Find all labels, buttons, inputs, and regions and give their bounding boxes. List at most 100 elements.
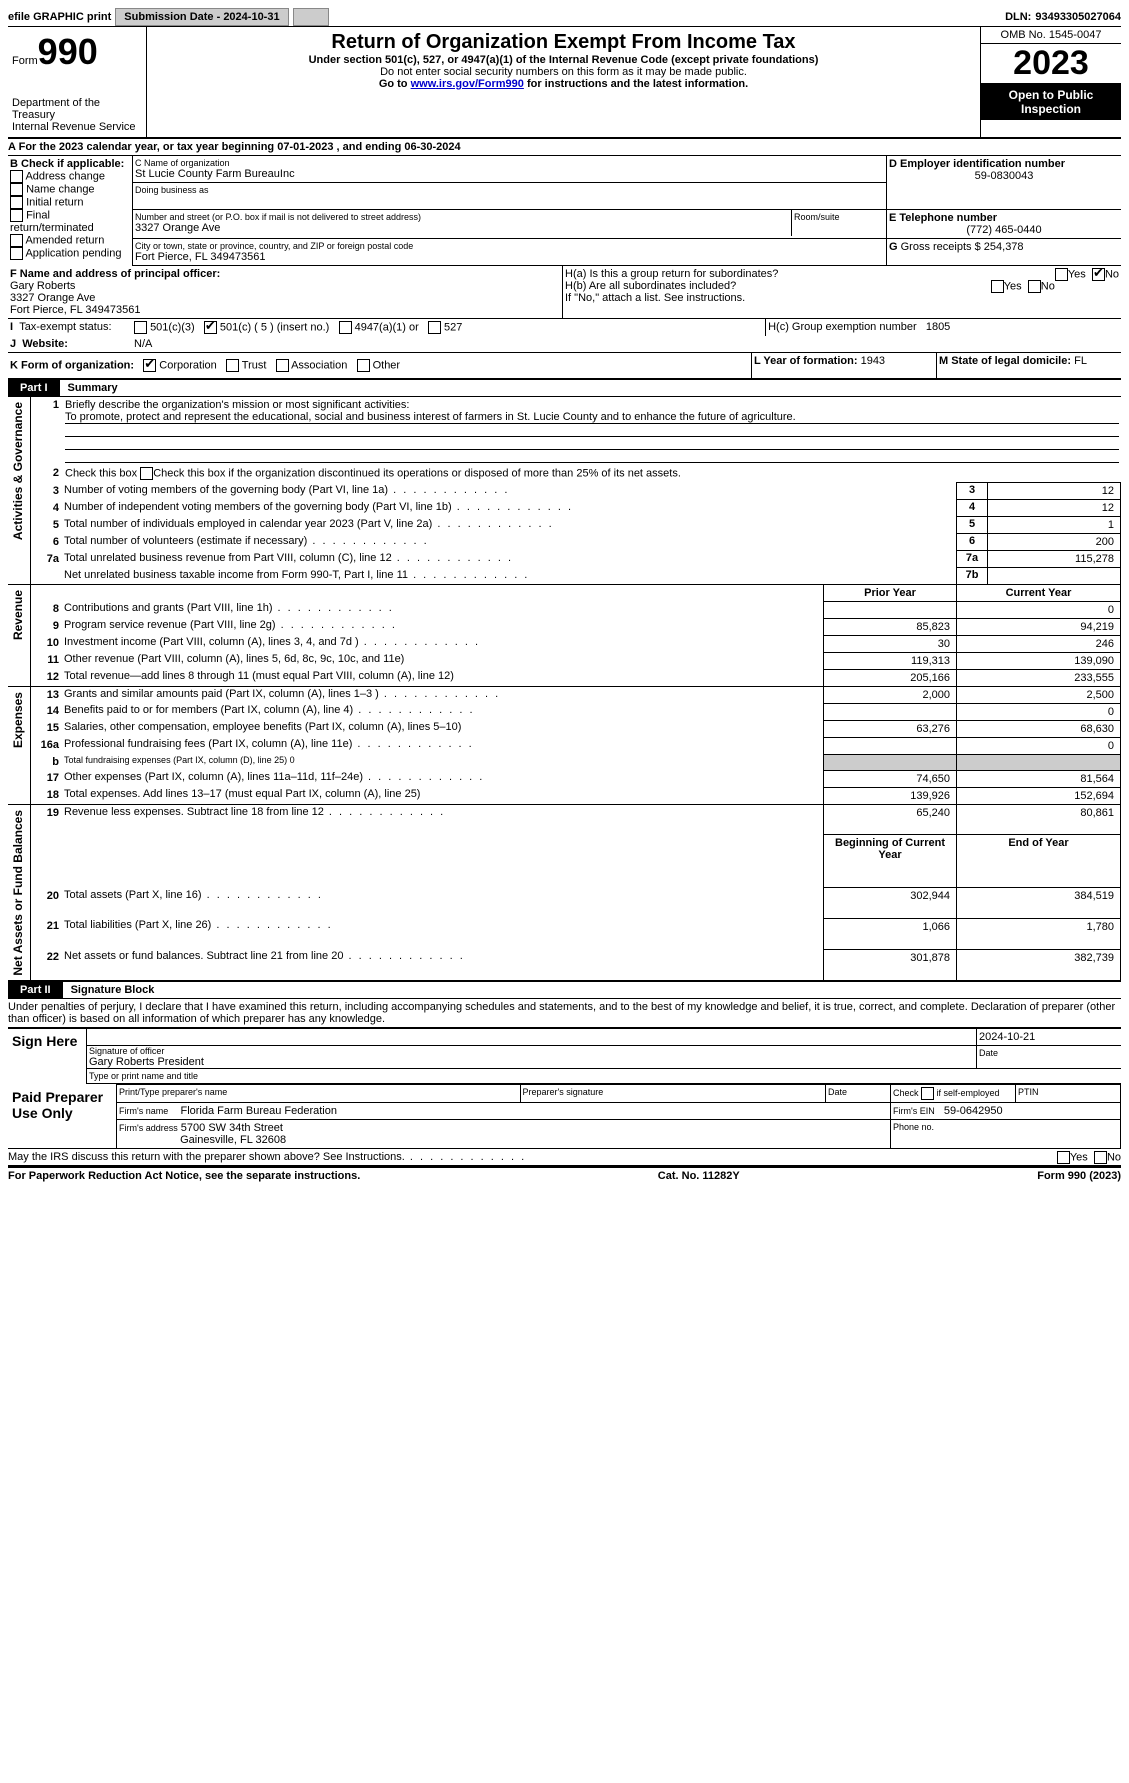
ha-no[interactable]	[1092, 268, 1105, 281]
box-g-label: G	[889, 241, 898, 253]
l21n: 21	[31, 918, 64, 949]
l5n: 5	[31, 517, 64, 534]
yes-label2: Yes	[1004, 280, 1022, 292]
l16bt: Total fundraising expenses (Part IX, col…	[63, 754, 824, 770]
dept-treasury: Department of the Treasury	[12, 97, 142, 121]
box-m-label: M State of legal domicile:	[939, 355, 1071, 367]
ein: 59-0830043	[889, 170, 1119, 182]
l18c: 152,694	[957, 787, 1121, 804]
l18p: 139,926	[824, 787, 957, 804]
other-check[interactable]	[357, 359, 370, 372]
final-return-check[interactable]	[10, 209, 23, 222]
l7bv	[988, 568, 1121, 585]
street-addr: 3327 Orange Ave	[135, 222, 789, 234]
type-print-label: Type or print name and title	[87, 1069, 1122, 1084]
initial-return-check[interactable]	[10, 196, 23, 209]
assoc-check[interactable]	[276, 359, 289, 372]
ptin-label: PTIN	[1016, 1085, 1121, 1103]
l15p: 63,276	[824, 720, 957, 737]
hc-label: H(c) Group exemption number	[768, 321, 917, 333]
l4t: Number of independent voting members of …	[63, 500, 957, 517]
l16an: 16a	[31, 737, 64, 754]
firm-name: Florida Farm Bureau Federation	[180, 1105, 337, 1117]
app-pending-check[interactable]	[10, 247, 23, 260]
hb-yes[interactable]	[991, 280, 1004, 293]
4947-check[interactable]	[339, 321, 352, 334]
initial-return-label: Initial return	[26, 196, 83, 208]
l15n: 15	[31, 720, 64, 737]
501c-check[interactable]	[204, 321, 217, 334]
hb-note: If "No," attach a list. See instructions…	[565, 292, 1119, 304]
goto-pre: Go to	[379, 78, 411, 90]
box-e-label: E Telephone number	[889, 212, 1119, 224]
part-ii-header: Part II Signature Block	[8, 982, 1121, 998]
l20c: 384,519	[957, 888, 1121, 919]
hb-label: H(b) Are all subordinates included?	[565, 280, 736, 292]
q1-label: Briefly describe the organization's miss…	[65, 399, 409, 411]
l6n: 6	[31, 534, 64, 551]
hb-no[interactable]	[1028, 280, 1041, 293]
l13c: 2,500	[957, 686, 1121, 703]
check-if-post: if self-employed	[934, 1088, 1000, 1098]
ha-yes[interactable]	[1055, 268, 1068, 281]
sign-here: Sign Here	[8, 1028, 87, 1084]
discuss-yes[interactable]	[1057, 1151, 1070, 1164]
dln-label: DLN:	[1005, 11, 1031, 23]
l13p: 2,000	[824, 686, 957, 703]
discuss-no[interactable]	[1094, 1151, 1107, 1164]
sig-date: 2024-10-21	[977, 1028, 1122, 1046]
527-check[interactable]	[428, 321, 441, 334]
penalties-text: Under penalties of perjury, I declare th…	[8, 998, 1121, 1027]
city-value: Fort Pierce, FL 349473561	[135, 251, 884, 263]
gross-receipts-label: Gross receipts $	[901, 241, 981, 253]
addr-change-check[interactable]	[10, 170, 23, 183]
l16ac: 0	[957, 737, 1121, 754]
phone-label: Phone no.	[891, 1120, 1121, 1149]
l8t: Contributions and grants (Part VIII, lin…	[63, 601, 824, 618]
identity-block: B Check if applicable: Address change Na…	[8, 156, 1121, 266]
l16at: Professional fundraising fees (Part IX, …	[63, 737, 824, 754]
amended-check[interactable]	[10, 234, 23, 247]
l22t: Net assets or fund balances. Subtract li…	[63, 949, 824, 981]
l22p: 301,878	[824, 949, 957, 981]
current-year-head: Current Year	[957, 584, 1121, 601]
goto-post: for instructions and the latest informat…	[524, 78, 748, 90]
blank-button[interactable]	[293, 8, 329, 26]
l4v: 12	[988, 500, 1121, 517]
dba-label: Doing business as	[135, 185, 884, 195]
opt-501c3: 501(c)(3)	[150, 321, 195, 333]
l10n: 10	[31, 635, 64, 652]
officer-addr: 3327 Orange Ave	[10, 292, 560, 304]
l7bn	[31, 568, 64, 585]
open-public: Open to Public Inspection	[981, 84, 1121, 120]
self-emp-check[interactable]	[921, 1087, 934, 1100]
date-label: Date	[977, 1046, 1122, 1069]
l20n: 20	[31, 888, 64, 919]
top-bar: efile GRAPHIC print Submission Date - 20…	[8, 8, 1121, 27]
hc-value: 1805	[926, 321, 950, 333]
l21p: 1,066	[824, 918, 957, 949]
no-label2: No	[1041, 280, 1055, 292]
l12t: Total revenue—add lines 8 through 11 (mu…	[63, 669, 824, 686]
l17t: Other expenses (Part IX, column (A), lin…	[63, 770, 824, 787]
trust-check[interactable]	[226, 359, 239, 372]
name-change-check[interactable]	[10, 183, 23, 196]
501c3-check[interactable]	[134, 321, 147, 334]
dln-value: 93493305027064	[1035, 11, 1121, 23]
q2-check[interactable]	[140, 467, 153, 480]
opt-501c: 501(c) ( 5 ) (insert no.)	[220, 321, 329, 333]
l12p: 205,166	[824, 669, 957, 686]
firm-ein: 59-0642950	[944, 1105, 1003, 1117]
no-label: No	[1105, 268, 1119, 280]
l12n: 12	[31, 669, 64, 686]
discuss-row: May the IRS discuss this return with the…	[8, 1149, 1121, 1167]
corp-check[interactable]	[143, 359, 156, 372]
l21c: 1,780	[957, 918, 1121, 949]
irs-link[interactable]: www.irs.gov/Form990	[411, 78, 524, 90]
submission-button[interactable]: Submission Date - 2024-10-31	[115, 8, 288, 26]
form-foot: Form 990 (2023)	[1037, 1170, 1121, 1182]
city-label: City or town, state or province, country…	[135, 241, 884, 251]
part-i-title: Summary	[60, 382, 118, 394]
firm-addr2: Gainesville, FL 32608	[180, 1134, 286, 1146]
l21t: Total liabilities (Part X, line 26)	[63, 918, 824, 949]
